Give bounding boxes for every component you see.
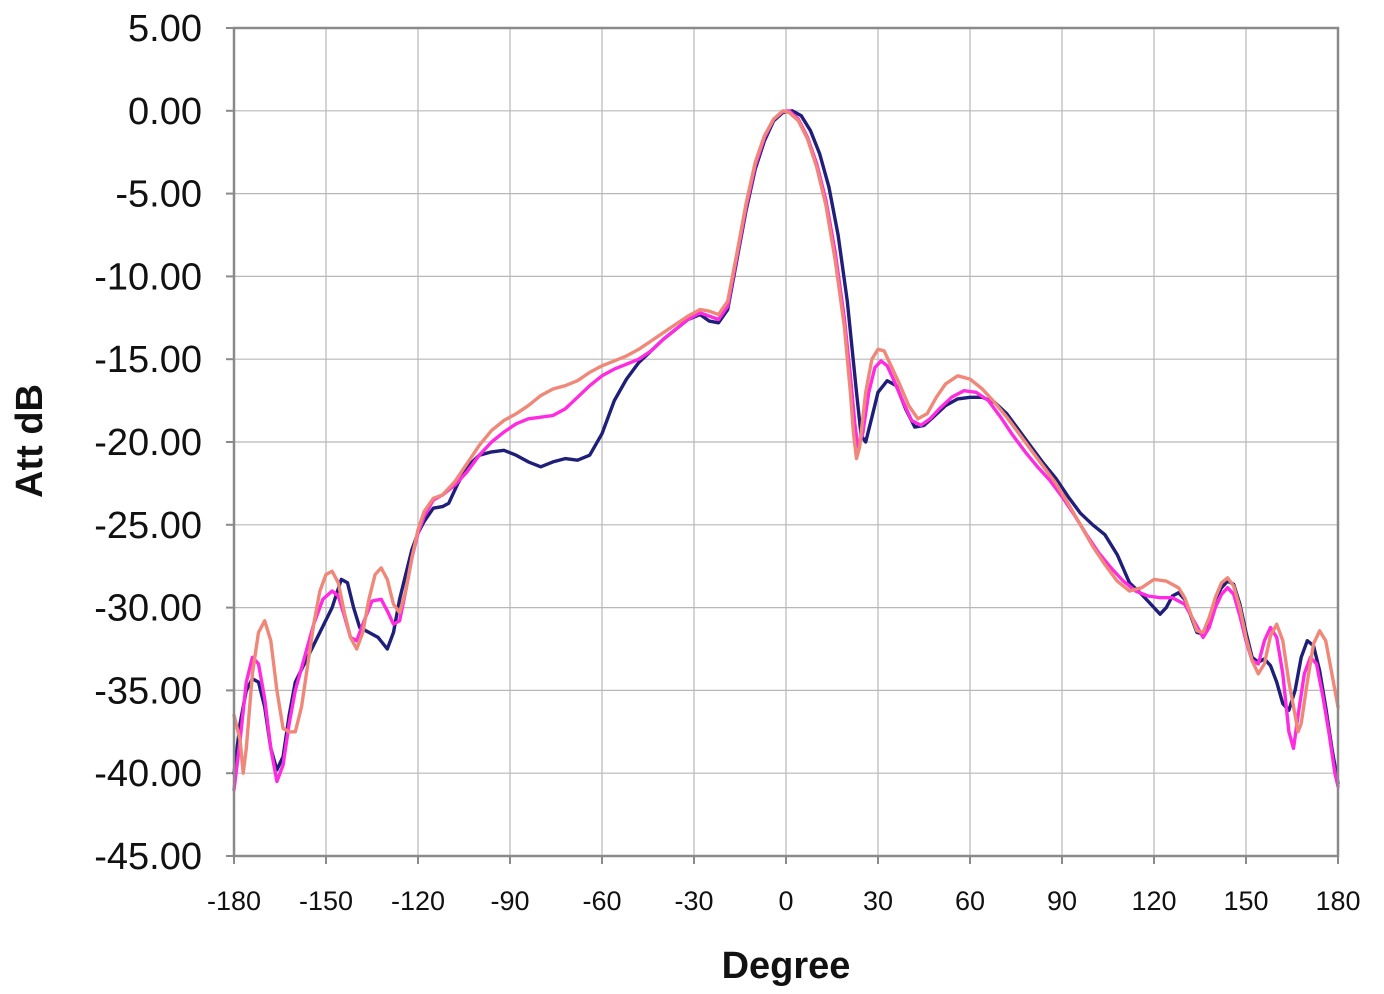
y-tick-label: -10.00 <box>94 256 202 298</box>
y-tick-label: -30.00 <box>94 588 202 630</box>
x-tick-label: 90 <box>1047 886 1077 916</box>
plot-area-frame <box>232 26 1340 858</box>
x-tick-label: -60 <box>582 886 621 916</box>
x-tick-label: -30 <box>674 886 713 916</box>
y-tick-label: -40.00 <box>94 753 202 795</box>
x-tick-label: 150 <box>1223 886 1268 916</box>
x-tick-label: 60 <box>955 886 985 916</box>
x-axis-title: Degree <box>722 945 851 987</box>
x-tick-label: -90 <box>490 886 529 916</box>
chart-grid <box>233 27 1339 857</box>
x-tick-label: 0 <box>778 886 793 916</box>
y-tick-label: -15.00 <box>94 339 202 381</box>
x-tick-label: -180 <box>207 886 261 916</box>
x-tick-label: 30 <box>863 886 893 916</box>
y-tick-label: 5.00 <box>128 8 202 50</box>
x-tick-label: 180 <box>1315 886 1360 916</box>
y-tick-label: -5.00 <box>115 174 202 216</box>
y-tick-label: -45.00 <box>94 836 202 878</box>
axis-ticks: -180 -150 -120 -90 -60 -30 0 30 60 90 120 150 180 5.0… <box>94 8 1360 916</box>
y-tick-label: -20.00 <box>94 422 202 464</box>
y-tick-label: -35.00 <box>94 670 202 712</box>
y-tick-label: 0.00 <box>128 91 202 133</box>
y-axis-title: Att dB <box>9 384 51 498</box>
x-tick-label: -120 <box>391 886 445 916</box>
x-tick-label: 120 <box>1131 886 1176 916</box>
series-line-3 <box>232 109 1340 775</box>
chart-series <box>232 109 1340 792</box>
x-tick-label: -150 <box>299 886 353 916</box>
y-tick-label: -25.00 <box>94 505 202 547</box>
